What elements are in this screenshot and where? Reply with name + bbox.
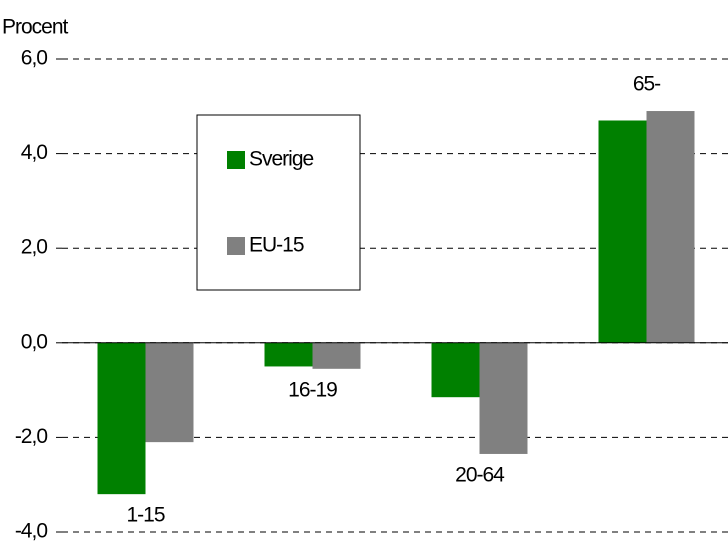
y-tick-label: -4,0 — [15, 520, 48, 543]
legend-swatch — [227, 237, 245, 255]
bar — [431, 342, 480, 398]
category-label: 65- — [633, 73, 661, 96]
y-tick-label: 4,0 — [21, 141, 48, 164]
category-label: 1-15 — [126, 504, 164, 527]
category-label: 16-19 — [288, 378, 337, 401]
bar — [312, 342, 361, 369]
bar — [264, 342, 313, 367]
legend-label: EU-15 — [249, 234, 304, 257]
y-axis-label: Procent — [2, 16, 69, 39]
legend-swatch — [227, 151, 245, 169]
bar — [145, 342, 194, 443]
legend-label: Sverige — [249, 148, 314, 171]
bar — [479, 342, 528, 454]
bar — [646, 111, 695, 343]
y-tick-label: 2,0 — [21, 236, 48, 259]
legend-box — [196, 114, 361, 291]
y-tick-label: -2,0 — [15, 425, 48, 448]
y-tick-label: 0,0 — [21, 330, 48, 353]
y-tick-label: 6,0 — [21, 47, 48, 70]
bar — [97, 342, 146, 495]
category-label: 20-64 — [455, 464, 505, 487]
bar — [598, 120, 647, 343]
